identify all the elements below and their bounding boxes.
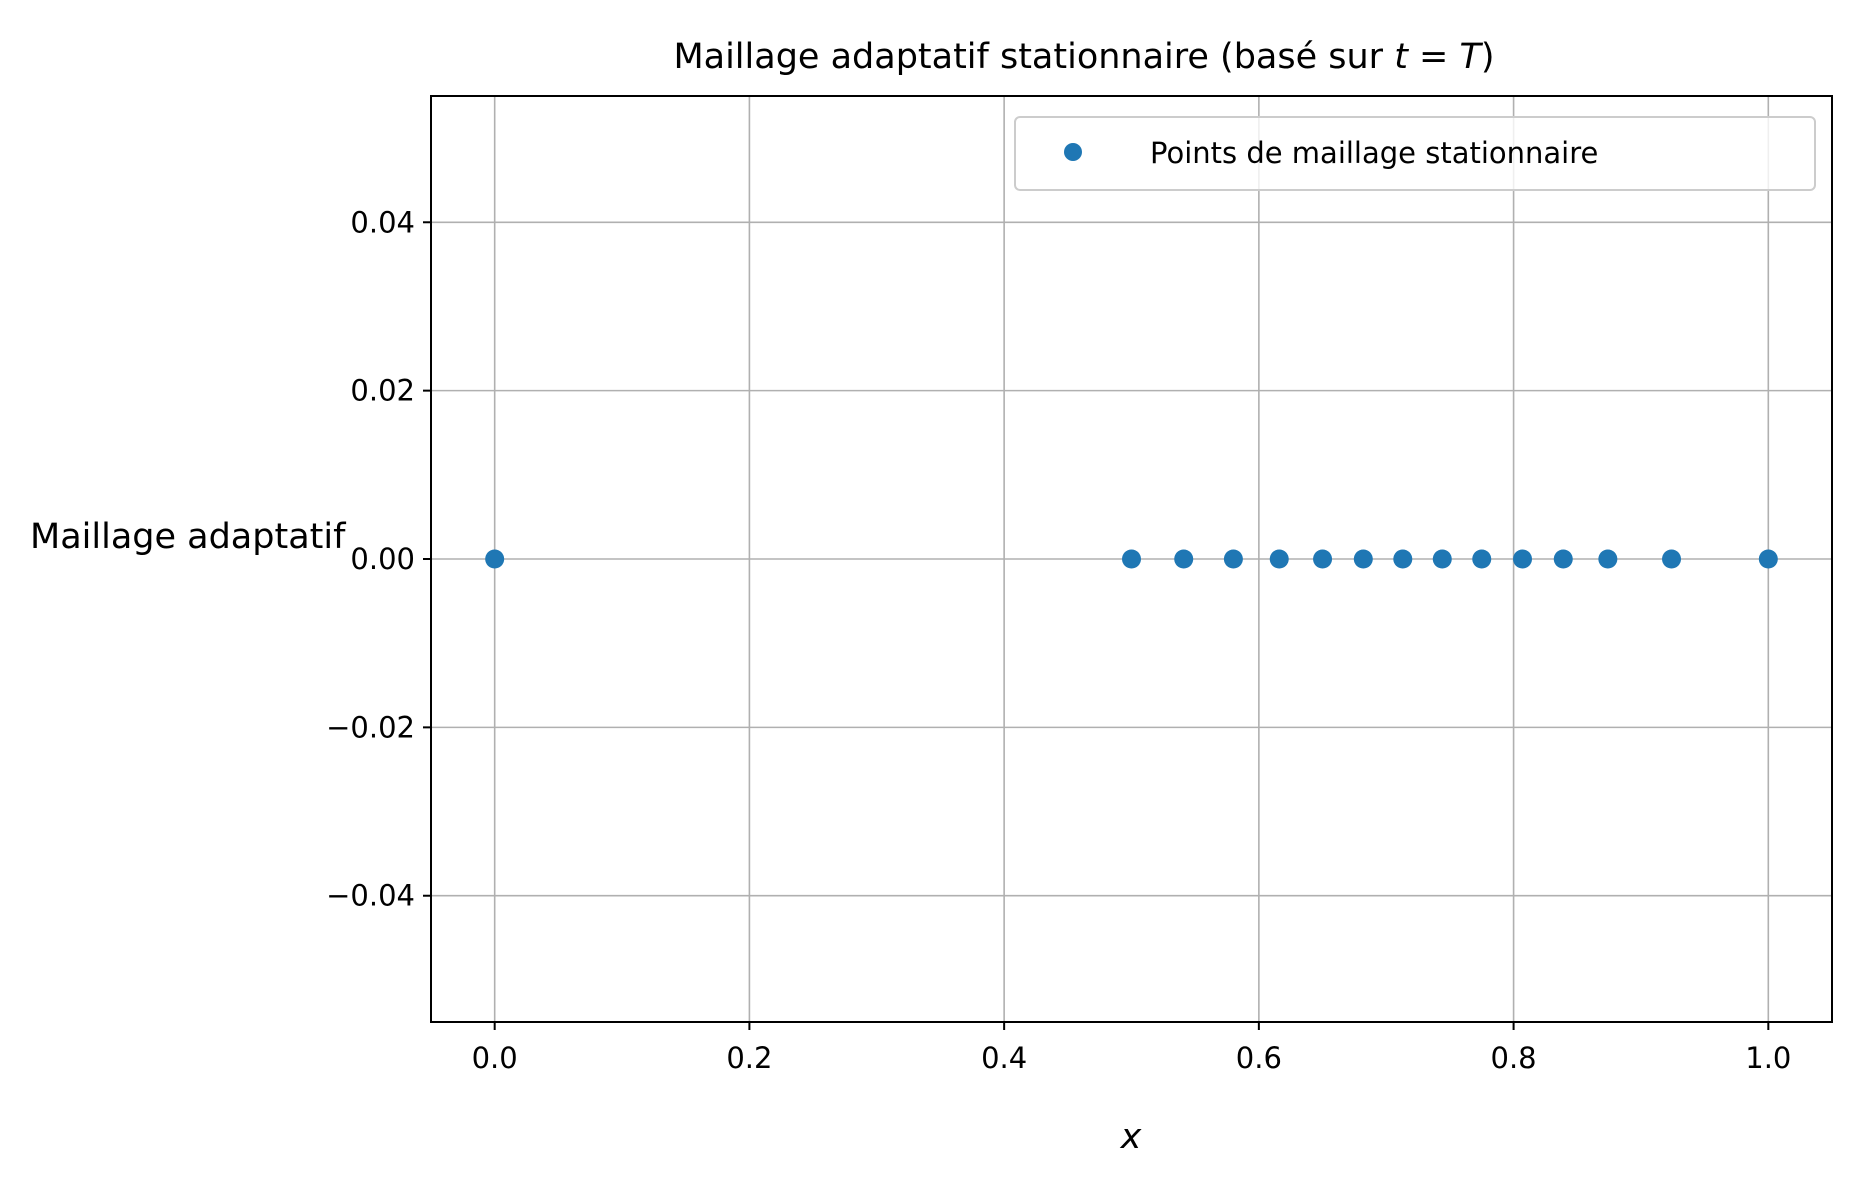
- chart-title-end: ): [1481, 37, 1495, 77]
- data-point: [1174, 549, 1194, 569]
- legend-label: Points de maillage stationnaire: [1150, 136, 1598, 170]
- data-point: [1662, 549, 1682, 569]
- data-point: [1472, 549, 1492, 569]
- x-axis-ticks: 0.0 0.2 0.4 0.6 0.8 1.0: [472, 1022, 1791, 1075]
- chart-title-main: Maillage adaptatif stationnaire (basé su…: [673, 37, 1394, 77]
- legend-marker-icon: [1064, 143, 1082, 161]
- data-point: [1393, 549, 1413, 569]
- data-point: [1598, 549, 1618, 569]
- data-point: [1553, 549, 1573, 569]
- x-tick-label: 0.6: [1236, 1041, 1282, 1075]
- chart-title-math: t = T: [1394, 37, 1483, 77]
- x-tick-label: 1.0: [1745, 1041, 1791, 1075]
- y-tick-label: 0.02: [350, 374, 415, 408]
- x-tick-label: 0.2: [726, 1041, 772, 1075]
- x-tick-label: 0.4: [981, 1041, 1027, 1075]
- y-axis-label: Maillage adaptatif: [30, 517, 346, 557]
- data-point: [1122, 549, 1141, 569]
- data-point: [1513, 549, 1533, 569]
- y-tick-label: 0.04: [350, 205, 415, 239]
- x-tick-label: 0.8: [1491, 1041, 1537, 1075]
- x-tick-label: 0.0: [472, 1041, 518, 1075]
- x-axis-label: x: [1120, 1117, 1142, 1157]
- legend: Points de maillage stationnaire: [1014, 116, 1816, 191]
- chart-title: Maillage adaptatif stationnaire (basé su…: [673, 37, 1494, 77]
- y-tick-label: 0.00: [350, 542, 415, 576]
- legend-box: [1014, 116, 1816, 191]
- y-tick-label: −0.04: [326, 879, 415, 913]
- data-points: [485, 549, 1778, 569]
- data-point: [1223, 549, 1243, 569]
- data-point: [1313, 549, 1333, 569]
- y-axis-ticks: 0.04 0.02 0.00 −0.02 −0.04: [326, 205, 431, 913]
- data-point: [1758, 549, 1778, 569]
- y-tick-label: −0.02: [326, 710, 415, 744]
- data-point: [1269, 549, 1289, 569]
- data-point: [485, 549, 505, 569]
- data-point: [1353, 549, 1373, 569]
- data-point: [1432, 549, 1452, 569]
